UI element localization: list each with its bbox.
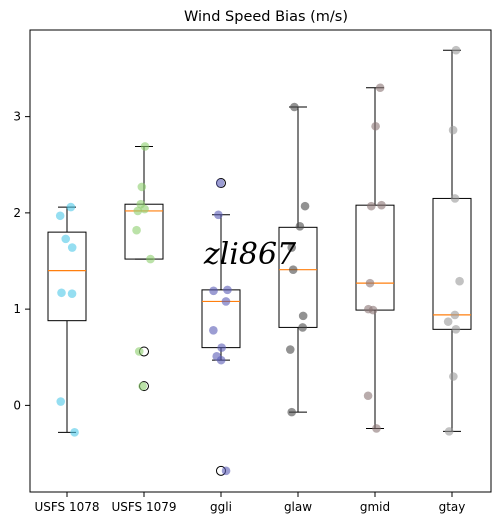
data-point <box>56 397 66 406</box>
data-point <box>285 345 295 354</box>
data-point <box>217 343 226 352</box>
data-point <box>67 243 77 252</box>
data-point <box>214 210 223 220</box>
data-point <box>451 45 461 55</box>
data-point <box>363 391 373 401</box>
y-tick-label: 2 <box>13 206 21 220</box>
x-tick-label: USFS 1078 <box>34 500 99 514</box>
data-point <box>140 204 149 214</box>
data-point <box>443 317 453 326</box>
plot-area: 0 1 2 3 USFS 1078 USFS 1079 ggli glaw gmid gtay <box>13 29 492 514</box>
data-point <box>216 355 226 365</box>
data-point <box>287 243 297 252</box>
data-point <box>298 311 308 321</box>
data-point <box>449 372 458 381</box>
data-point <box>450 194 460 203</box>
data-point <box>70 428 79 437</box>
data-point <box>450 310 460 320</box>
data-point <box>138 381 147 391</box>
data-point <box>132 225 141 235</box>
data-point <box>55 211 65 221</box>
box-iqr <box>432 197 472 330</box>
y-tick-label: 0 <box>13 398 21 412</box>
data-point <box>209 286 218 296</box>
data-point <box>375 83 385 93</box>
data-point <box>290 102 299 112</box>
data-point <box>146 254 155 264</box>
x-tick-label: gtay <box>439 500 466 514</box>
data-point <box>368 305 378 315</box>
x-tick-label: USFS 1079 <box>111 500 176 514</box>
data-point <box>372 424 381 433</box>
data-point <box>365 278 375 288</box>
data-point <box>223 285 232 295</box>
data-point <box>288 265 298 274</box>
data-point <box>451 325 461 334</box>
x-tick-label: ggli <box>210 500 232 514</box>
data-point <box>366 201 376 211</box>
chart-title: Wind Speed Bias (m/s) <box>184 9 348 25</box>
data-point <box>221 466 231 476</box>
data-point <box>298 323 307 332</box>
data-point <box>448 125 458 135</box>
box-iqr <box>355 204 395 311</box>
data-point <box>295 222 305 231</box>
watermark-text: zli867 <box>203 237 297 272</box>
x-tick-label: gmid <box>360 500 390 514</box>
box-iqr <box>47 231 87 322</box>
data-point <box>134 347 144 356</box>
data-point <box>67 289 77 299</box>
plot-frame <box>29 29 492 493</box>
x-tick-label: glaw <box>284 500 312 514</box>
data-point <box>209 326 218 335</box>
data-point <box>300 201 310 211</box>
box-iqr <box>201 289 241 349</box>
data-point <box>444 427 454 436</box>
data-point <box>137 182 147 192</box>
data-point <box>133 206 143 216</box>
data-point <box>377 200 386 210</box>
data-point <box>287 407 297 417</box>
y-tick-label: 3 <box>13 110 21 124</box>
data-point <box>371 121 380 131</box>
data-point <box>61 234 71 244</box>
data-point <box>215 178 225 188</box>
y-tick-label: 1 <box>13 302 21 316</box>
data-point <box>140 142 150 151</box>
data-point <box>66 202 76 212</box>
data-point <box>455 276 464 286</box>
data-point <box>57 288 66 298</box>
data-point <box>221 297 231 306</box>
